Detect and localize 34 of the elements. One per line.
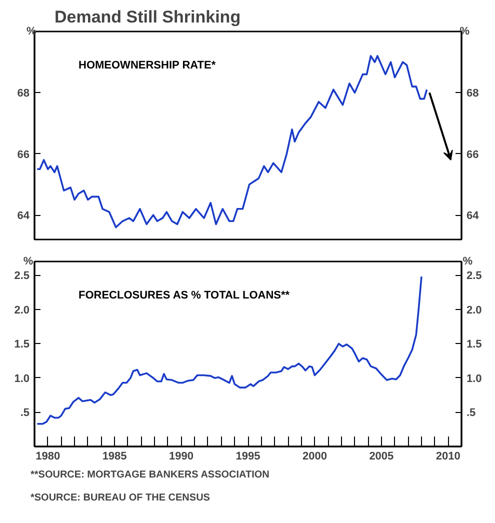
y2-axis-title: % <box>460 26 470 38</box>
y-tick-label: 2.0 <box>14 304 30 316</box>
y-tick-label: 2.5 <box>14 270 30 282</box>
text: HOMEOWNERSHIP RATE* <box>78 60 216 72</box>
x-tick-label: 2000 <box>302 450 327 462</box>
x-tick-label: 1990 <box>169 450 194 462</box>
y-axis-title: % <box>26 26 36 38</box>
y-tick-label: 66 <box>17 148 30 161</box>
chart-title: Demand Still Shrinking <box>54 8 241 26</box>
x-tick-label: 1985 <box>102 450 127 462</box>
y-axis-title: % <box>23 256 34 268</box>
x-tick-label: 1980 <box>36 450 60 462</box>
x-tick-label: 1995 <box>236 450 260 462</box>
y2-axis-title: % <box>462 256 473 268</box>
y-tick-label: 64 <box>17 210 30 222</box>
y-tick-label: .5 <box>20 407 30 420</box>
line-series <box>36 276 422 425</box>
x-tick-label: 2010 <box>436 450 460 462</box>
x-tick-label: 2005 <box>369 450 394 462</box>
y2-tick-label: 64 <box>466 210 480 222</box>
y2-tick-label: 2.5 <box>466 270 482 282</box>
y-tick-label: 1.0 <box>14 372 30 385</box>
y2-tick-label: 68 <box>466 88 479 100</box>
text: FORECLOSURES AS % TOTAL LOANS** <box>78 290 290 302</box>
text: **SOURCE: MORTGAGE BANKERS ASSOCIATION <box>30 470 270 480</box>
y2-tick-label: 2.0 <box>466 304 482 316</box>
line-series <box>36 55 428 228</box>
y2-tick-label: 1.0 <box>466 372 482 385</box>
y-tick-label: 68 <box>17 88 30 100</box>
text: *SOURCE: BUREAU OF THE CENSUS <box>30 492 210 504</box>
y-tick-label: 1.5 <box>14 338 30 351</box>
y2-tick-label: .5 <box>466 407 476 420</box>
y2-tick-label: 1.5 <box>466 338 482 351</box>
y2-tick-label: 66 <box>466 148 479 161</box>
